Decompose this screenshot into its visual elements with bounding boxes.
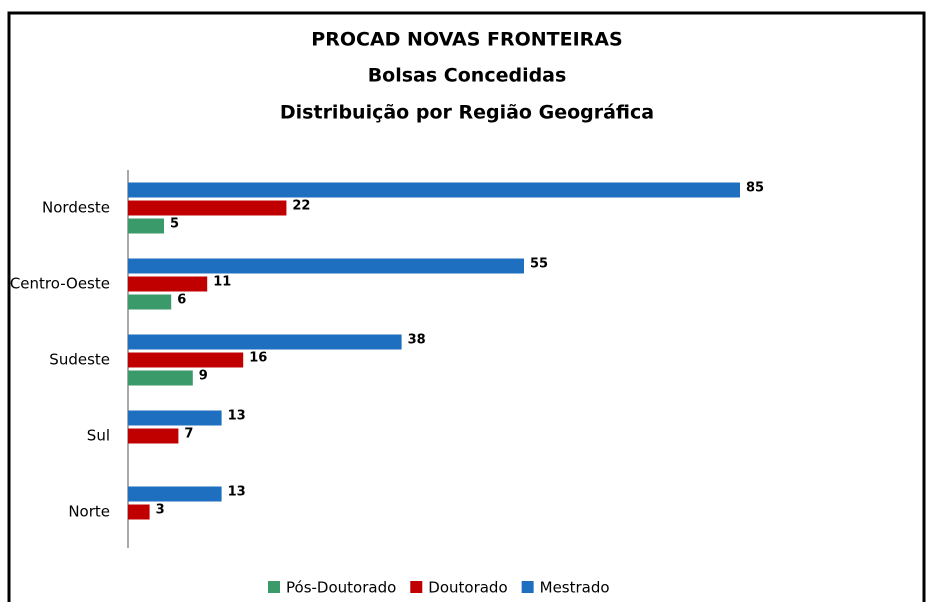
chart-subtitle: Distribuição por Região Geográfica	[280, 102, 654, 124]
bar	[128, 486, 222, 502]
bar	[128, 294, 172, 310]
legend-swatch	[410, 581, 423, 593]
bar	[128, 334, 402, 350]
data-label: 16	[249, 351, 267, 366]
bar	[128, 370, 193, 386]
legend-swatch	[521, 581, 534, 593]
bar	[128, 200, 287, 216]
data-label: 11	[213, 275, 231, 290]
y-tick-label: Centro-Oeste	[10, 275, 110, 293]
legend-label: Doutorado	[428, 579, 507, 597]
bar	[128, 276, 208, 292]
y-tick-label: Nordeste	[42, 199, 110, 217]
data-label: 85	[746, 181, 764, 196]
chart-title: PROCAD NOVAS FRONTEIRAS	[311, 29, 622, 51]
data-label: 55	[530, 257, 548, 272]
chart-subtitle: Bolsas Concedidas	[368, 65, 567, 87]
plot: PROCAD NOVAS FRONTEIRAS Bolsas Concedida…	[10, 29, 764, 597]
data-label: 3	[156, 503, 165, 518]
data-label: 13	[228, 485, 246, 500]
bar	[128, 504, 150, 520]
bar	[128, 352, 244, 368]
data-label: 5	[170, 217, 179, 232]
data-label: 13	[228, 409, 246, 424]
y-tick-label: Sul	[87, 427, 110, 445]
data-label: 38	[408, 333, 426, 348]
legend-swatch	[268, 581, 280, 593]
y-tick-label: Norte	[68, 503, 110, 521]
bar	[128, 218, 164, 234]
data-label: 7	[184, 427, 193, 442]
data-label: 22	[292, 199, 310, 214]
bar	[128, 428, 179, 444]
bar	[128, 182, 740, 198]
bar	[128, 410, 222, 426]
legend-label: Mestrado	[540, 579, 610, 597]
data-label: 6	[177, 293, 186, 308]
legend-label: Pós-Doutorado	[286, 579, 396, 597]
data-label: 9	[199, 369, 208, 384]
y-tick-label: Sudeste	[49, 351, 110, 369]
bar	[128, 258, 524, 274]
